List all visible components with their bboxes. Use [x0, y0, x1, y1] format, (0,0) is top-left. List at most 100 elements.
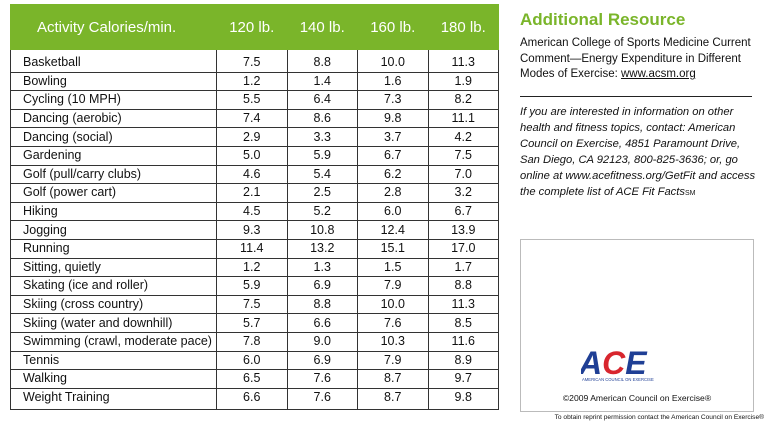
- table-row: Gardening 5.0 5.9 6.7 7.5: [10, 145, 499, 166]
- calorie-cell: 4.2: [427, 127, 499, 147]
- calorie-cell: 7.5: [216, 294, 288, 315]
- calorie-cell: 6.2: [357, 164, 429, 185]
- calorie-cell: 10.8: [286, 220, 358, 240]
- activity-cell: Walking: [10, 369, 217, 389]
- divider: [520, 96, 752, 97]
- header-160lb: 160 lb.: [357, 4, 429, 50]
- calorie-cell: 1.5: [357, 257, 429, 278]
- calorie-cell: 5.0: [216, 145, 288, 166]
- reprint-notice: To obtain reprint permission contact the…: [554, 414, 764, 421]
- calorie-cell: 1.9: [427, 71, 499, 92]
- calorie-cell: 7.9: [357, 276, 429, 296]
- activity-cell: Sitting, quietly: [10, 257, 217, 278]
- calorie-cell: 6.6: [216, 387, 288, 411]
- activity-cell: Jogging: [10, 220, 217, 240]
- calorie-cell: 11.3: [427, 294, 499, 315]
- calorie-cell: 8.9: [427, 350, 499, 371]
- calorie-cell: 7.6: [286, 387, 358, 411]
- acsm-link[interactable]: www.acsm.org: [620, 68, 696, 80]
- calorie-cell: 9.0: [286, 331, 358, 352]
- logo-box: ACE AMERICAN COUNCIL ON EXERCISE ©2009 A…: [520, 239, 754, 412]
- calorie-table-wrapper: Activity Calories/min. 120 lb. 140 lb. 1…: [10, 4, 499, 411]
- calorie-cell: 9.7: [427, 369, 499, 389]
- table-header-row: Activity Calories/min. 120 lb. 140 lb. 1…: [10, 4, 499, 50]
- calorie-cell: 6.7: [357, 145, 429, 166]
- header-activity: Activity Calories/min.: [10, 4, 217, 50]
- calorie-cell: 3.3: [286, 127, 358, 147]
- activity-cell: Gardening: [10, 145, 217, 166]
- calorie-cell: 8.2: [427, 90, 499, 110]
- calorie-cell: 7.6: [357, 313, 429, 333]
- calorie-cell: 8.6: [286, 108, 358, 129]
- calorie-cell: 12.4: [357, 220, 429, 240]
- activity-cell: Tennis: [10, 350, 217, 371]
- calorie-cell: 7.0: [427, 164, 499, 185]
- activity-cell: Golf (pull/carry clubs): [10, 164, 217, 185]
- calorie-cell: 3.7: [357, 127, 429, 147]
- calorie-cell: 6.0: [357, 201, 429, 222]
- activity-cell: Skiing (cross country): [10, 294, 217, 315]
- calorie-cell: 7.6: [286, 369, 358, 389]
- table-row: Skiing (water and downhill) 5.7 6.6 7.6 8.5: [10, 313, 499, 333]
- copyright: ©2009 American Council on Exercise®: [562, 393, 712, 403]
- calorie-cell: 1.6: [357, 71, 429, 92]
- calorie-cell: 10.3: [357, 331, 429, 352]
- calorie-cell: 2.9: [216, 127, 288, 147]
- activity-cell: Skiing (water and downhill): [10, 313, 217, 333]
- table-row: Sitting, quietly 1.2 1.3 1.5 1.7: [10, 257, 499, 278]
- calorie-cell: 2.8: [357, 183, 429, 203]
- calorie-cell: 6.6: [286, 313, 358, 333]
- ace-logo-e: E: [625, 345, 648, 381]
- calorie-cell: 7.4: [216, 108, 288, 129]
- header-120lb: 120 lb.: [216, 4, 288, 50]
- calorie-cell: 13.9: [427, 220, 499, 240]
- calorie-cell: 6.9: [286, 276, 358, 296]
- calorie-cell: 8.5: [427, 313, 499, 333]
- table-row: Bowling 1.2 1.4 1.6 1.9: [10, 71, 499, 92]
- ace-logo-wordmark: ACE: [581, 345, 648, 381]
- table-row: Swimming (crawl, moderate pace) 7.8 9.0 10.…: [10, 331, 499, 352]
- header-180lb: 180 lb.: [427, 4, 499, 50]
- activity-cell: Running: [10, 238, 217, 259]
- calorie-cell: 7.8: [216, 331, 288, 352]
- ace-logo-stripe: [641, 365, 681, 368]
- additional-resource-title: Additional Resource: [520, 10, 686, 29]
- calorie-cell: 6.9: [286, 350, 358, 371]
- ace-logo-tagline: AMERICAN COUNCIL ON EXERCISE: [582, 377, 654, 382]
- calorie-cell: 5.5: [216, 90, 288, 110]
- calorie-cell: 17.0: [427, 238, 499, 259]
- calorie-cell: 11.1: [427, 108, 499, 129]
- calorie-cell: 8.8: [286, 294, 358, 315]
- table-body: Basketball 7.5 8.8 10.0 11.3 Bowling 1.2 1.4 1.6…: [10, 49, 499, 411]
- ace-logo-a: A: [581, 345, 602, 381]
- activity-cell: Weight Training: [10, 387, 217, 411]
- activity-cell: Dancing (aerobic): [10, 108, 217, 129]
- calorie-cell: 2.1: [216, 183, 288, 203]
- table-row: Dancing (aerobic) 7.4 8.6 9.8 11.1: [10, 108, 499, 129]
- table-row: Golf (power cart) 2.1 2.5 2.8 3.2: [10, 183, 499, 203]
- calorie-cell: 11.4: [216, 238, 288, 259]
- calorie-cell: 5.2: [286, 201, 358, 222]
- table-row: Golf (pull/carry clubs) 4.6 5.4 6.2 7.0: [10, 164, 499, 185]
- activity-cell: Dancing (social): [10, 127, 217, 147]
- calorie-cell: 13.2: [286, 238, 358, 259]
- table-row: Weight Training 6.6 7.6 8.7 9.8: [10, 387, 499, 411]
- additional-resource-text: American College of Sports Medicine Curr…: [520, 36, 752, 83]
- calorie-cell: 4.5: [216, 201, 288, 222]
- activity-cell: Hiking: [10, 201, 217, 222]
- calorie-cell: 2.5: [286, 183, 358, 203]
- calorie-cell: 11.6: [427, 331, 499, 352]
- table-row: Cycling (10 MPH) 5.5 6.4 7.3 8.2: [10, 90, 499, 110]
- calorie-cell: 5.7: [216, 313, 288, 333]
- calorie-cell: 6.7: [427, 201, 499, 222]
- activity-cell: Swimming (crawl, moderate pace): [10, 331, 217, 352]
- calorie-cell: 1.2: [216, 257, 288, 278]
- calorie-cell: 3.2: [427, 183, 499, 203]
- calorie-cell: 9.3: [216, 220, 288, 240]
- activity-cell: Skating (ice and roller): [10, 276, 217, 296]
- table-row: Hiking 4.5 5.2 6.0 6.7: [10, 201, 499, 222]
- activity-cell: Cycling (10 MPH): [10, 90, 217, 110]
- contact-info-text: If you are interested in information on …: [520, 106, 756, 198]
- resource-description: American College of Sports Medicine Curr…: [520, 37, 751, 80]
- calorie-cell: 7.3: [357, 90, 429, 110]
